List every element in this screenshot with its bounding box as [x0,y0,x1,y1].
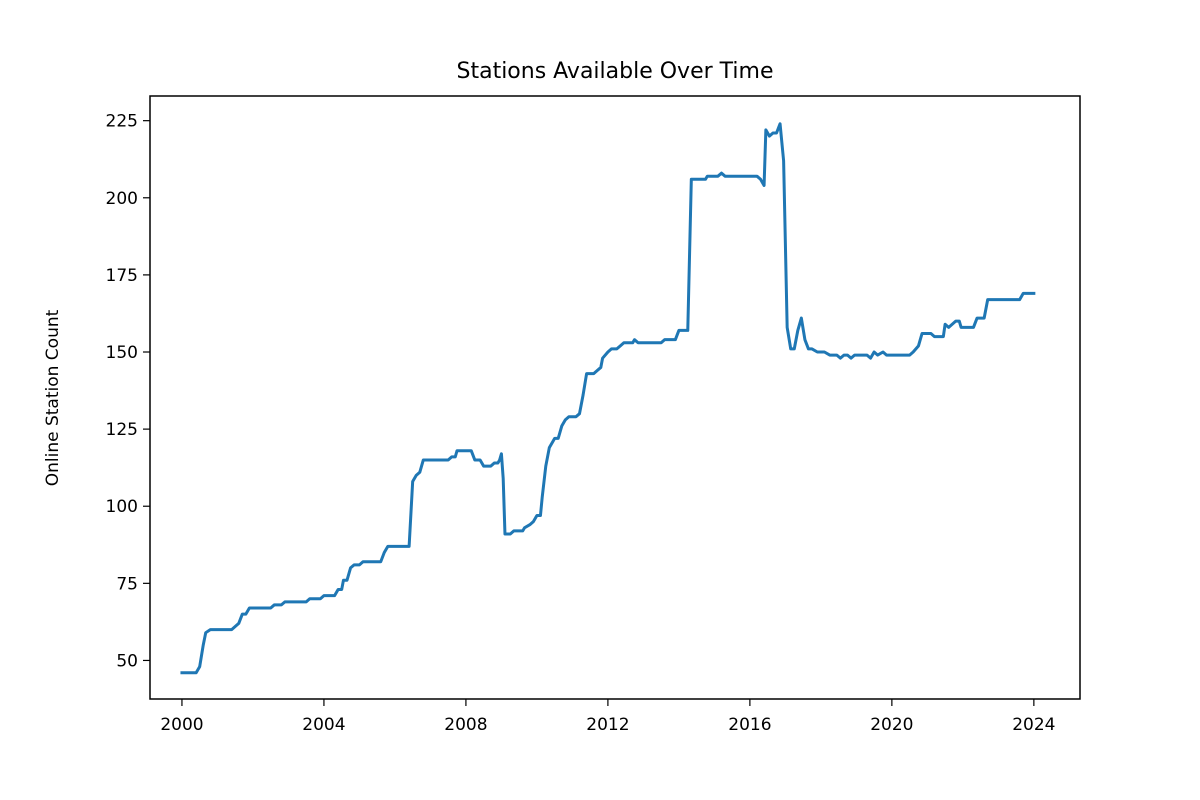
plot-frame [149,95,1081,700]
y-tick-label: 175 [106,266,138,286]
chart-title: Stations Available Over Time [457,59,774,84]
x-tick-label: 2004 [302,715,345,735]
x-tick-label: 2000 [160,715,203,735]
y-tick-label: 100 [106,497,138,517]
x-tick-label: 2008 [444,715,487,735]
y-tick-label: 225 [106,112,138,132]
y-tick-label: 50 [116,651,138,671]
x-tick-label: 2016 [728,715,771,735]
x-tick-label: 2020 [870,715,913,735]
y-tick-label: 75 [116,574,138,594]
y-tick-label: 200 [106,189,138,209]
y-tick-label: 150 [106,343,138,363]
y-axis-label: Online Station Count [43,309,63,486]
y-tick-label: 125 [106,420,138,440]
axis-ticks: 2000 2004 2008 2012 2016 2020 2024 50 75 100 125 15… [106,112,1056,735]
series-line-0 [180,122,1036,675]
x-tick-label: 2024 [1012,715,1055,735]
plot-area [180,122,1036,675]
x-tick-label: 2012 [586,715,629,735]
